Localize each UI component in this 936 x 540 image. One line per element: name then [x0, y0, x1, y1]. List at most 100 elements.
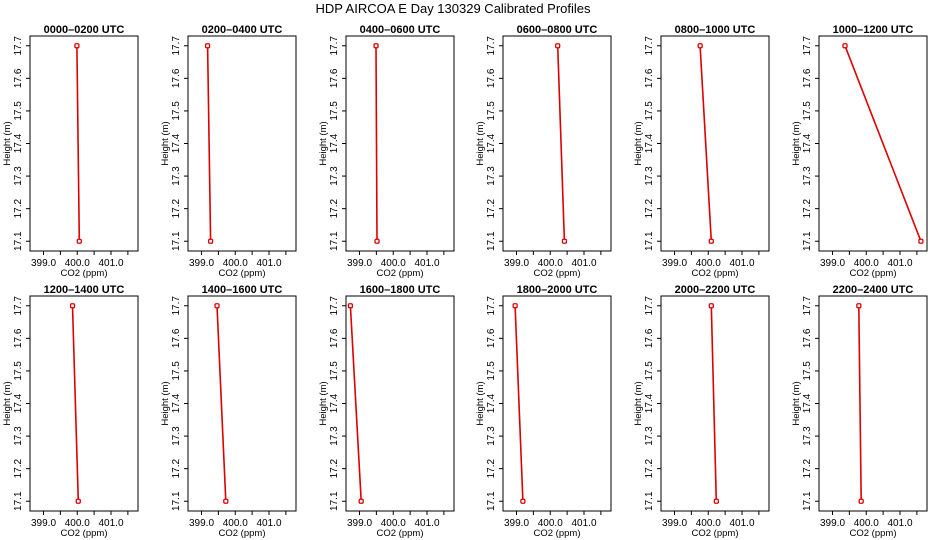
data-point-marker	[697, 43, 703, 49]
x-tick-label: 400.0	[538, 258, 563, 269]
profile-line	[699, 45, 713, 242]
y-tick-label: 17.2	[329, 458, 340, 478]
x-tick-label: 401.0	[887, 258, 912, 269]
y-tick-label: 17.6	[802, 328, 813, 348]
y-tick-label: 17.7	[329, 36, 340, 56]
y-tick-label: 17.7	[13, 296, 24, 316]
y-axis-label: Height (m)	[633, 121, 644, 165]
y-tick-label: 17.6	[13, 68, 24, 88]
x-tick-label: 400.0	[381, 258, 406, 269]
y-tick-label: 17.7	[13, 36, 24, 56]
x-tick-label: 401.0	[98, 518, 123, 529]
profile-line	[76, 45, 81, 242]
x-tick-label: 401.0	[571, 518, 596, 529]
y-tick-label: 17.6	[13, 328, 24, 348]
y-tick-label: 17.1	[802, 491, 813, 511]
y-tick-label: 17.2	[13, 458, 24, 478]
y-tick-label: 17.1	[644, 231, 655, 251]
data-point-marker	[74, 43, 80, 49]
y-tick-label: 17.6	[171, 328, 182, 348]
y-tick-label: 17.6	[486, 328, 497, 348]
y-tick-label: 17.3	[644, 426, 655, 446]
data-point-marker	[561, 238, 568, 244]
plot-frame	[818, 295, 928, 512]
y-tick-label: 17.5	[171, 101, 182, 121]
figure-title: HDP AIRCOA E Day 130329 Calibrated Profi…	[315, 1, 591, 16]
x-axis-label: CO2 (ppm)	[61, 528, 108, 539]
profile-line	[844, 45, 922, 242]
panel-title: 2000–2200 UTC	[675, 284, 756, 296]
x-tick-label: 401.0	[729, 258, 754, 269]
data-point-marker	[214, 303, 220, 309]
y-tick-label: 17.7	[802, 36, 813, 56]
profile-line	[71, 305, 80, 502]
panel-title: 0600–0800 UTC	[517, 24, 598, 36]
data-point-marker	[223, 498, 229, 504]
y-tick-label: 17.2	[802, 198, 813, 218]
y-axis-label: Height (m)	[475, 121, 486, 165]
y-tick-label: 17.5	[329, 361, 340, 381]
x-tick-label: 401.0	[256, 258, 281, 269]
x-tick-label: 400.0	[223, 518, 248, 529]
y-tick-label: 17.4	[486, 393, 497, 413]
data-point-marker	[347, 303, 354, 309]
y-tick-label: 17.3	[644, 166, 655, 186]
x-tick-label: 399.0	[347, 518, 372, 529]
x-tick-label: 399.0	[504, 258, 529, 269]
y-tick-label: 17.2	[486, 458, 497, 478]
y-tick-label: 17.6	[486, 68, 497, 88]
data-point-marker	[842, 43, 848, 49]
y-tick-label: 17.3	[486, 166, 497, 186]
x-tick-label: 401.0	[414, 518, 439, 529]
panel-title: 1400–1600 UTC	[202, 284, 283, 296]
x-axis-label: CO2 (ppm)	[219, 268, 266, 279]
x-tick-label: 399.0	[189, 518, 214, 529]
y-tick-label: 17.4	[802, 393, 813, 413]
panel-title: 2200–2400 UTC	[833, 284, 914, 296]
panel-title: 1600–1800 UTC	[360, 284, 441, 296]
data-point-marker	[358, 498, 364, 504]
y-axis-label: Height (m)	[475, 381, 486, 425]
x-tick-label: 400.0	[65, 258, 90, 269]
profile-line	[858, 305, 862, 502]
x-tick-label: 399.0	[662, 258, 687, 269]
y-tick-label: 17.6	[329, 68, 340, 88]
y-tick-label: 17.1	[329, 231, 340, 251]
plot-frame	[29, 35, 139, 252]
x-axis-label: CO2 (ppm)	[377, 528, 424, 539]
data-point-marker	[512, 303, 518, 309]
y-tick-label: 17.5	[486, 101, 497, 121]
data-point-marker	[69, 303, 76, 309]
x-axis-label: CO2 (ppm)	[219, 528, 266, 539]
y-tick-label: 17.2	[802, 458, 813, 478]
y-tick-label: 17.7	[171, 36, 182, 56]
data-point-marker	[858, 498, 864, 504]
y-tick-label: 17.6	[802, 68, 813, 88]
data-point-marker	[520, 498, 526, 504]
y-tick-label: 17.2	[13, 198, 24, 218]
y-axis-label: Height (m)	[633, 381, 644, 425]
y-tick-label: 17.6	[644, 328, 655, 348]
profile-line	[349, 305, 362, 502]
x-tick-label: 399.0	[820, 258, 845, 269]
y-tick-label: 17.1	[13, 491, 24, 511]
y-axis-label: Height (m)	[2, 121, 13, 165]
y-tick-label: 17.3	[802, 426, 813, 446]
y-tick-label: 17.5	[13, 101, 24, 121]
x-axis-label: CO2 (ppm)	[692, 268, 739, 279]
data-point-marker	[373, 43, 379, 49]
y-tick-label: 17.7	[486, 296, 497, 316]
x-tick-label: 399.0	[31, 258, 56, 269]
y-tick-label: 17.7	[329, 296, 340, 316]
x-tick-label: 400.0	[65, 518, 90, 529]
y-tick-label: 17.5	[486, 361, 497, 381]
